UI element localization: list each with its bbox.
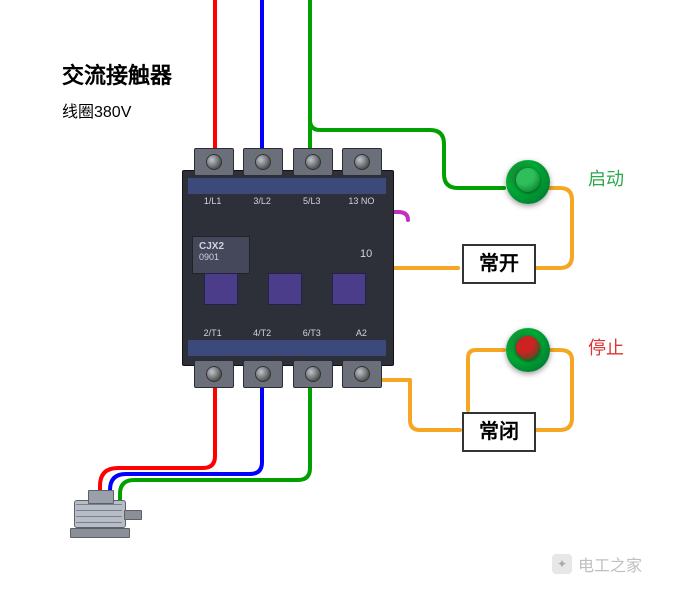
wire [536,188,572,268]
contactor-top-band [188,178,386,194]
top-terminal-label: 13 NO [342,196,380,206]
no-text: 常开 [479,253,519,275]
bottom-terminal-label: 6/T3 [293,328,331,338]
contactor-no-tag: 10 [360,248,372,260]
motor-fin [76,504,122,505]
contactor-model-panel: CJX2 0901 [192,236,250,274]
contactor-window [268,273,302,305]
stop-button-cap[interactable] [516,336,540,360]
wire [468,350,504,410]
wire [100,380,215,508]
ac-contactor: CJX2 0901 10 1/L1 2/T1 3/L2 4/T2 5/L3 6/T3 13 … [182,148,392,386]
bottom-terminal-label: 2/T1 [194,328,232,338]
motor-fin [76,510,122,511]
start-button-cap[interactable] [516,168,540,192]
top-terminal-label: 1/L1 [194,196,232,206]
contactor-model: CJX2 [193,237,249,252]
contactor-model2: 0901 [193,252,249,262]
screw-icon [206,154,222,170]
diagram-stage: 交流接触器 线圈380V CJX2 0901 10 1/L1 2/T1 3/L2 4/… [0,0,678,590]
wechat-icon: ✦ [552,554,572,574]
motor [70,490,140,538]
motor-fin [76,516,122,517]
screw-icon [206,366,222,382]
normally-open-label: 常开 [462,244,536,284]
watermark-text: 电工之家 [578,552,642,576]
top-terminal-label: 5/L3 [293,196,331,206]
contactor-window [204,273,238,305]
screw-icon [305,366,321,382]
title: 交流接触器 [62,58,172,90]
wire [110,380,262,508]
watermark: ✦ 电工之家 [552,552,642,576]
contactor-window [332,273,366,305]
stop-label: 停止 [588,334,624,360]
start-label: 启动 [588,165,624,191]
motor-terminal-box [88,490,114,504]
bottom-terminal-label: 4/T2 [243,328,281,338]
normally-closed-label: 常闭 [462,412,536,452]
motor-base [70,528,130,538]
subtitle: 线圈380V [62,98,131,122]
nc-text: 常闭 [479,421,519,443]
screw-icon [305,154,321,170]
contactor-bot-band [188,340,386,356]
bottom-terminal-label: A2 [342,328,380,338]
motor-shaft [124,510,142,520]
top-terminal-label: 3/L2 [243,196,281,206]
motor-fin [76,522,122,523]
